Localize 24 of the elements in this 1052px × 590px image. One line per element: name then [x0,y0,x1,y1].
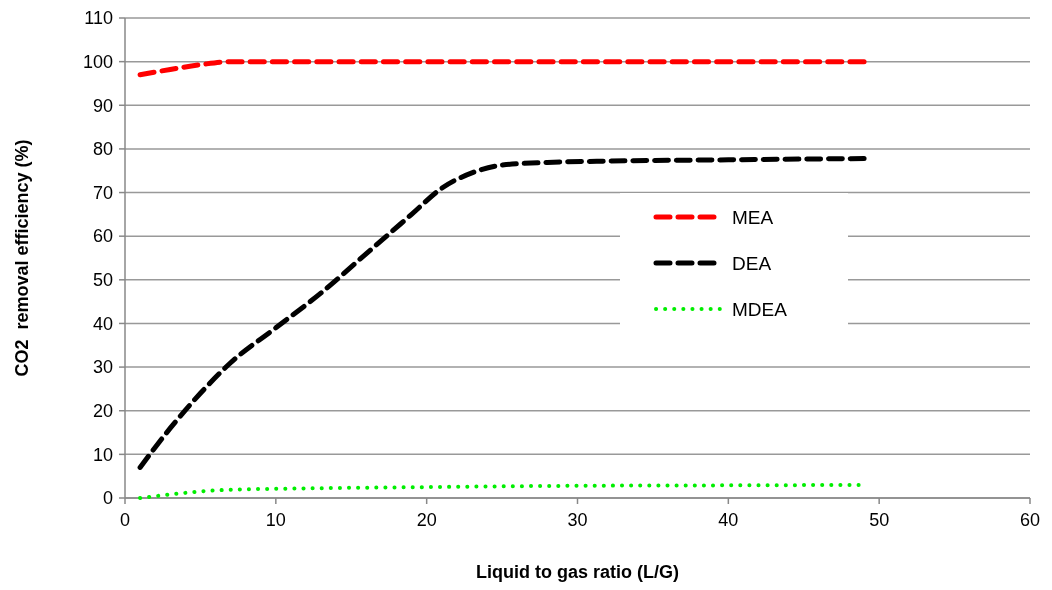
y-tick-label: 100 [82,51,113,72]
y-tick-label: 20 [92,401,113,422]
x-tick-label: 60 [1019,510,1041,530]
y-tick-label: 70 [92,182,113,203]
y-axis-title: CO2 removal efficiency (%) [12,139,32,377]
y-tick-label: 0 [102,488,113,509]
x-tick-label: 0 [119,510,131,530]
y-tick-label: 90 [92,95,113,116]
y-tick-label: 110 [84,8,113,29]
y-tick-label: 30 [92,357,113,378]
legend-label: MEA [732,206,774,228]
y-tick-label: 10 [92,444,113,465]
y-tick-label: 40 [92,313,113,334]
y-tick-label: 60 [92,226,113,247]
x-tick-label: 10 [265,510,286,530]
x-tick-label: 50 [869,510,890,530]
x-tick-label: 30 [567,510,588,530]
y-tick-label: 50 [92,270,113,291]
x-tick-label: 20 [416,510,437,530]
legend-label: MDEA [732,298,788,320]
x-tick-label: 40 [718,510,739,530]
y-tick-label: 80 [92,139,113,160]
legend-label: DEA [732,252,772,274]
x-axis-title: Liquid to gas ratio (L/G) [476,562,679,582]
